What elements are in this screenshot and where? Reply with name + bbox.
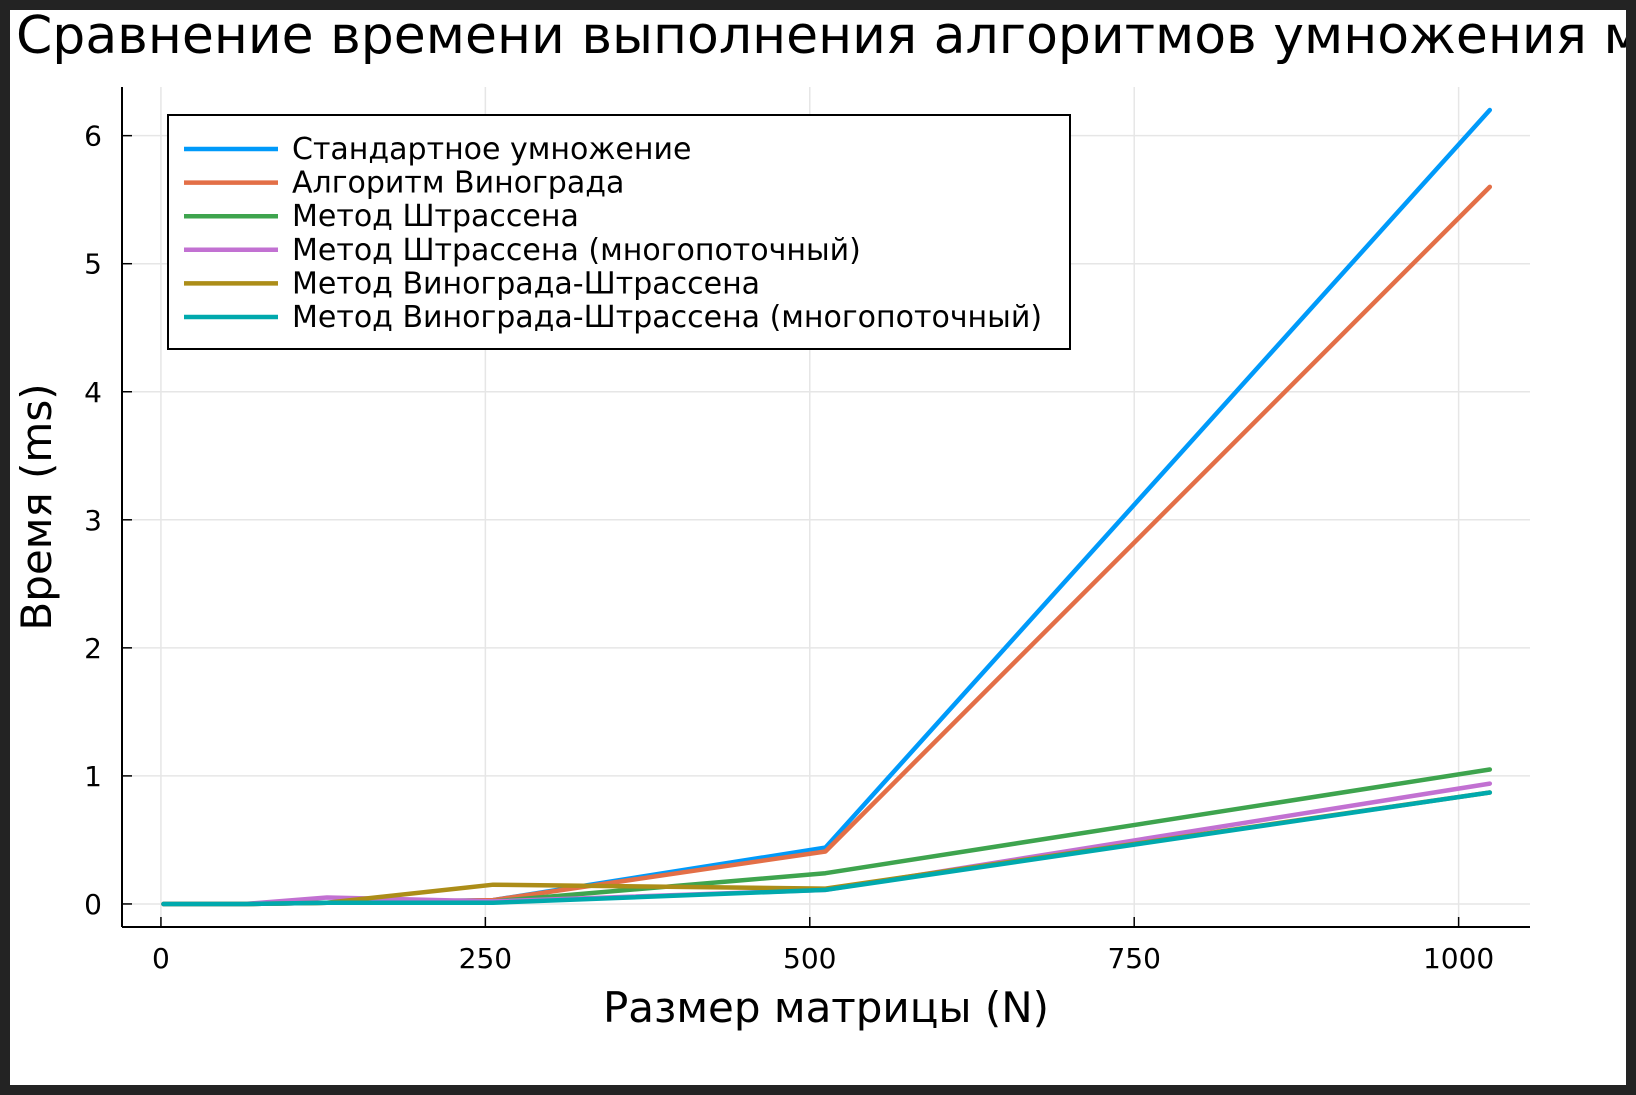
legend-box <box>167 114 1071 350</box>
legend-label-3: Метод Штрассена <box>292 199 579 234</box>
y-axis-title: Время (ms) <box>12 383 61 630</box>
y-tick-label: 4 <box>84 376 102 409</box>
x-tick-label: 500 <box>783 942 836 975</box>
legend-label-1: Стандартное умножение <box>292 132 691 167</box>
y-tick-label: 2 <box>84 632 102 665</box>
legend-label-6: Метод Винограда-Штрассена (многопоточный… <box>292 300 1042 335</box>
y-tick-label: 0 <box>84 888 102 921</box>
chart-title: Сравнение времени выполнения алгоритмов … <box>16 10 1626 66</box>
y-tick-label: 5 <box>84 248 102 281</box>
line-chart: 0 250 500 750 1000 0 1 2 3 4 5 6 Сравнение времени … <box>12 10 1626 1032</box>
legend-label-2: Алгоритм Винограда <box>292 166 624 201</box>
series-lines <box>161 107 1493 907</box>
legend-label-4: Метод Штрассена (многопоточный) <box>292 233 861 268</box>
y-tick-label: 1 <box>84 760 102 793</box>
x-tick-label: 750 <box>1107 942 1160 975</box>
y-tick-label: 6 <box>84 120 102 153</box>
x-tick-label: 1000 <box>1423 942 1494 975</box>
x-tick-label: 0 <box>152 942 170 975</box>
tick-labels: 0 250 500 750 1000 0 1 2 3 4 5 6 <box>84 120 1494 975</box>
x-tick-label: 250 <box>459 942 512 975</box>
legend-label-5: Метод Винограда-Штрассена <box>292 266 760 301</box>
axes <box>121 87 1530 928</box>
series-line-6 <box>161 790 1493 907</box>
chart-frame: 0 250 500 750 1000 0 1 2 3 4 5 6 Сравнение времени … <box>10 10 1626 1085</box>
x-axis-title: Размер матрицы (N) <box>603 983 1049 1032</box>
series-line-3 <box>161 767 1493 907</box>
y-tick-label: 3 <box>84 504 102 537</box>
